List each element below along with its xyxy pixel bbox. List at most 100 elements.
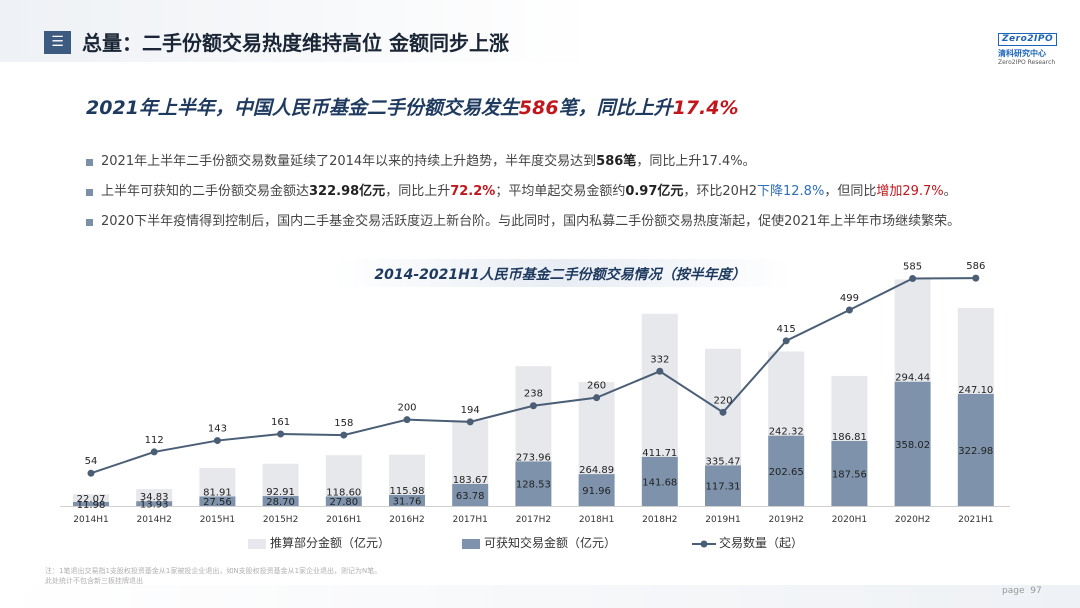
- count-point: [719, 408, 727, 416]
- data-label-known: 11.98: [77, 500, 106, 511]
- count-point: [403, 416, 411, 424]
- count-point: [340, 431, 348, 439]
- page-number-value: 97: [1030, 586, 1042, 596]
- bar-estimated: [452, 420, 489, 484]
- bullet-value: 0.97亿元: [625, 184, 684, 199]
- legend-label: 推算部分金额（亿元）: [270, 536, 391, 550]
- count-point: [782, 337, 790, 345]
- data-label-count: 200: [397, 403, 416, 414]
- logo-cn-name: 清科研究中心: [998, 49, 1046, 58]
- x-tick-label: 2018H1: [579, 515, 614, 525]
- bar-known: [136, 501, 173, 506]
- data-label-count: 161: [271, 417, 290, 428]
- headline-text-1: 2021年上半年，中国人民币基金二手份额交易发生: [86, 97, 519, 119]
- data-label-estimated: 183.67: [453, 475, 488, 486]
- count-point: [529, 402, 537, 410]
- bar-estimated: [325, 455, 362, 497]
- data-label-estimated: 186.81: [832, 432, 867, 443]
- data-label-estimated: 294.44: [895, 373, 930, 384]
- legend-line-icon: [692, 540, 716, 547]
- count-point: [656, 367, 664, 375]
- logo-en-name: Zero2IPO Research: [998, 59, 1056, 66]
- bar-known: [262, 496, 299, 506]
- data-label-known: 187.56: [832, 469, 867, 480]
- data-label-known: 13.93: [140, 500, 169, 511]
- data-label-estimated: 411.71: [642, 448, 677, 459]
- footnote-line: 注：1笔退出交易指1支股权投资基金从1家被投企业退出，如N支股权投资基金从1家企…: [45, 567, 382, 575]
- data-label-count: 499: [840, 293, 859, 304]
- count-point: [909, 275, 917, 282]
- data-label-count: 238: [524, 389, 543, 400]
- data-label-estimated: 34.83: [140, 492, 169, 503]
- count-point: [277, 430, 285, 438]
- x-tick-label: 2019H1: [705, 515, 740, 525]
- data-label-estimated: 92.91: [266, 487, 295, 498]
- x-tick-label: 2014H1: [73, 515, 108, 525]
- x-tick-label: 2014H2: [136, 515, 171, 525]
- data-label-estimated: 264.89: [579, 465, 614, 476]
- data-label-known: 322.98: [958, 446, 993, 457]
- bar-known: [73, 501, 109, 506]
- bullet-text: ，但同比: [824, 184, 877, 199]
- data-label-known: 141.68: [642, 477, 677, 488]
- bullet-item: 2020下半年疫情得到控制后，国内二手基金交易活跃度迈上新台阶。与此同时，国内私…: [86, 210, 976, 234]
- data-label-estimated: 115.98: [390, 486, 425, 497]
- data-label-known: 27.80: [329, 497, 358, 508]
- count-point: [150, 448, 158, 456]
- data-label-estimated: 81.91: [203, 487, 232, 498]
- data-label-count: 143: [208, 424, 227, 435]
- bullet-text: 2020下半年疫情得到控制后，国内二手基金交易活跃度迈上新台阶。与此同时，国内私…: [101, 214, 961, 229]
- bar-estimated: [199, 467, 236, 497]
- bar-known: [515, 461, 552, 506]
- data-label-estimated: 22.07: [77, 494, 106, 505]
- bar-estimated: [894, 279, 931, 382]
- bar-estimated: [73, 494, 109, 502]
- chart-title: 2014-2021H1人民币基金二手份额交易情况（按半年度）: [374, 267, 746, 283]
- data-label-count: 260: [587, 381, 606, 392]
- bar-known: [957, 393, 994, 506]
- x-tick-label: 2015H2: [263, 515, 298, 525]
- data-label-known: 28.70: [266, 497, 295, 508]
- data-label-known: 91.96: [582, 486, 611, 497]
- footnote-line: 此处统计不包含新三板挂牌退出: [45, 577, 143, 585]
- x-tick-label: 2018H2: [642, 515, 677, 525]
- bullet-value: 增加29.7%: [876, 184, 944, 199]
- logo-mark: Zero2IPO: [998, 33, 1058, 46]
- data-label-known: 128.53: [516, 480, 551, 491]
- bar-estimated: [768, 351, 805, 436]
- x-tick-label: 2017H2: [516, 515, 551, 525]
- data-label-estimated: 335.47: [706, 456, 741, 467]
- data-label-known: 27.56: [203, 497, 232, 508]
- bullet-text: 。: [943, 184, 957, 199]
- data-label-count: 332: [650, 354, 669, 365]
- bullet-value: 72.2%: [450, 184, 496, 199]
- data-label-known: 117.31: [706, 482, 741, 493]
- x-tick-label: 2019H2: [768, 515, 803, 525]
- data-label-estimated: 273.96: [516, 452, 551, 463]
- count-point: [845, 306, 853, 314]
- bar-estimated: [641, 313, 678, 457]
- page-number: page 97: [1002, 586, 1042, 596]
- data-label-count: 194: [461, 405, 480, 416]
- x-tick-label: 2020H2: [895, 515, 930, 525]
- data-label-known: 31.76: [393, 496, 422, 507]
- data-label-count: 112: [145, 435, 164, 446]
- page-title: 总量：二手份额交易热度维持高位 金额同步上涨: [82, 31, 509, 55]
- header-background: [0, 0, 1080, 62]
- data-label-count: 54: [85, 456, 98, 467]
- bar-known: [894, 381, 931, 506]
- x-tick-label: 2016H1: [326, 515, 361, 525]
- bar-estimated: [957, 308, 994, 394]
- bar-known: [452, 483, 489, 506]
- bar-known: [199, 496, 236, 506]
- legend-item-estimated: 推算部分金额（亿元）: [248, 534, 390, 551]
- chart-title-background: [333, 259, 793, 287]
- bullet-text: ，环比20H2: [683, 184, 757, 199]
- bar-estimated: [515, 366, 552, 462]
- bullet-item: 上半年可获知的二手份额交易金额达322.98亿元，同比上升72.2%；平均单起交…: [86, 180, 976, 204]
- bar-known: [641, 456, 678, 506]
- count-point: [593, 394, 601, 402]
- headline: 2021年上半年，中国人民币基金二手份额交易发生586笔，同比上升17.4%: [86, 93, 739, 120]
- count-point: [466, 418, 474, 426]
